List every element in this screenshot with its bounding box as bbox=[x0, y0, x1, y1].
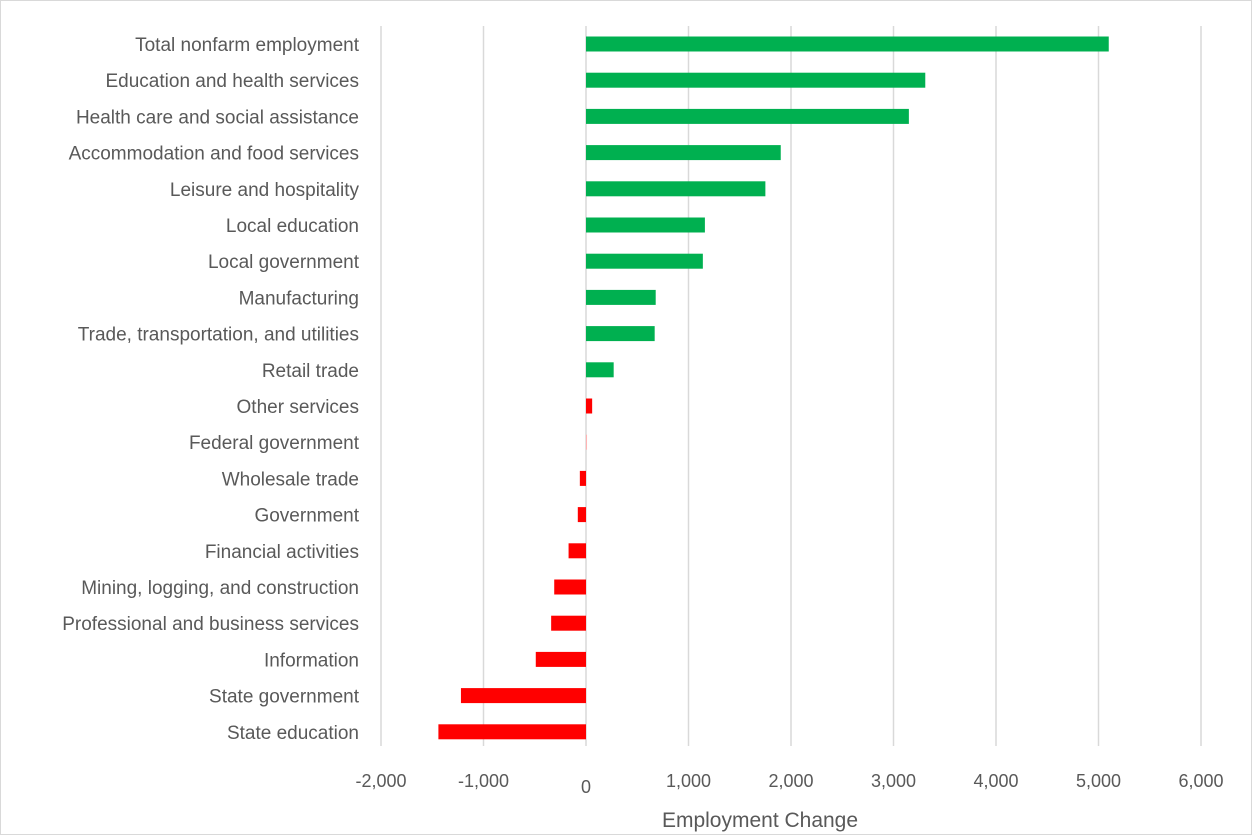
category-label: Education and health services bbox=[106, 71, 360, 92]
category-label: Retail trade bbox=[262, 361, 359, 382]
bar bbox=[579, 470, 586, 486]
category-label: Trade, transportation, and utilities bbox=[78, 325, 359, 346]
bar bbox=[586, 253, 703, 269]
bar bbox=[586, 36, 1109, 52]
bar bbox=[586, 398, 593, 414]
x-tick-label: 2,000 bbox=[768, 771, 813, 791]
bar bbox=[586, 181, 766, 197]
category-label: Wholesale trade bbox=[222, 469, 359, 490]
bars bbox=[438, 36, 1109, 740]
x-tick-label: 5,000 bbox=[1076, 771, 1121, 791]
bar bbox=[586, 434, 588, 450]
bar bbox=[554, 579, 586, 595]
bar bbox=[586, 217, 705, 233]
category-label: Health care and social assistance bbox=[76, 107, 359, 128]
category-label: Government bbox=[254, 506, 359, 527]
bar bbox=[586, 326, 655, 342]
gridlines bbox=[380, 26, 1202, 746]
x-axis-title: Employment Change bbox=[662, 809, 858, 832]
category-label: Local education bbox=[226, 216, 359, 237]
category-labels: Total nonfarm employment Education and he… bbox=[62, 35, 359, 744]
bar bbox=[586, 108, 909, 124]
bar bbox=[568, 543, 586, 559]
x-tick-label: 6,000 bbox=[1178, 771, 1223, 791]
x-tick-label: 1,000 bbox=[666, 771, 711, 791]
bar bbox=[577, 507, 586, 523]
x-tick-label: 3,000 bbox=[871, 771, 916, 791]
category-label: Professional and business services bbox=[62, 614, 359, 635]
category-label: Mining, logging, and construction bbox=[81, 578, 359, 599]
bar bbox=[438, 724, 586, 740]
x-tick-label: 4,000 bbox=[973, 771, 1018, 791]
bar bbox=[586, 72, 926, 88]
x-tick-labels: -2,000 -1,000 0 1,000 2,000 3,000 4,000 5,000 6,… bbox=[355, 771, 1223, 797]
bar bbox=[551, 615, 586, 631]
x-tick-label: -1,000 bbox=[458, 771, 509, 791]
category-label: Local government bbox=[208, 252, 360, 273]
category-label: Accommodation and food services bbox=[69, 144, 359, 165]
category-label: State education bbox=[227, 723, 359, 744]
x-tick-label: 0 bbox=[581, 777, 591, 797]
category-label: Federal government bbox=[189, 433, 360, 454]
bar bbox=[460, 688, 586, 704]
bar bbox=[586, 145, 781, 161]
bar bbox=[535, 651, 586, 667]
category-label: Leisure and hospitality bbox=[170, 180, 360, 201]
bar bbox=[586, 362, 614, 378]
category-label: Total nonfarm employment bbox=[135, 35, 360, 56]
x-tick-label: -2,000 bbox=[355, 771, 406, 791]
category-label: Information bbox=[264, 650, 359, 671]
category-label: Other services bbox=[237, 397, 359, 418]
category-label: Financial activities bbox=[205, 542, 359, 563]
category-label: State government bbox=[209, 687, 360, 708]
bar bbox=[586, 289, 656, 305]
category-label: Manufacturing bbox=[239, 288, 359, 309]
